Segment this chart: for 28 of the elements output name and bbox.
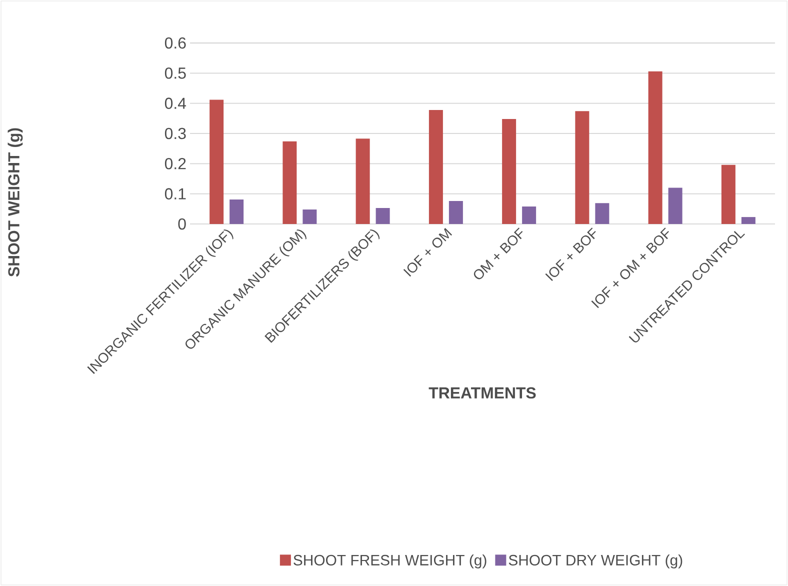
bar xyxy=(721,164,736,224)
y-tick-label: 0 xyxy=(178,218,186,230)
y-tick-label: 0.6 xyxy=(164,37,186,49)
bar xyxy=(210,100,224,224)
x-tick-label: IOF + OM xyxy=(403,228,452,277)
bar xyxy=(230,200,244,224)
y-tick-label: 0.5 xyxy=(164,68,186,79)
bar xyxy=(376,208,390,224)
bar xyxy=(428,110,443,224)
legend-label: SHOOT FRESH WEIGHT (g) xyxy=(294,554,486,568)
legend-label: SHOOT DRY WEIGHT (g) xyxy=(508,554,682,568)
y-axis-title: SHOOT WEIGHT (g) xyxy=(8,128,23,277)
bar xyxy=(502,119,516,224)
bar xyxy=(522,206,536,224)
bar xyxy=(575,111,590,224)
bar xyxy=(668,188,682,224)
bar xyxy=(356,138,370,224)
bar xyxy=(648,71,662,224)
bar xyxy=(741,217,756,224)
x-axis-title: TREATMENTS xyxy=(428,387,536,399)
y-tick-label: 0.3 xyxy=(164,128,186,140)
y-tick-label: 0.2 xyxy=(164,158,186,170)
bar xyxy=(302,210,317,224)
bar xyxy=(282,141,297,224)
bar xyxy=(448,201,463,224)
bar xyxy=(595,203,610,224)
y-tick-label: 0.4 xyxy=(164,98,186,109)
y-tick-label: 0.1 xyxy=(164,188,186,200)
